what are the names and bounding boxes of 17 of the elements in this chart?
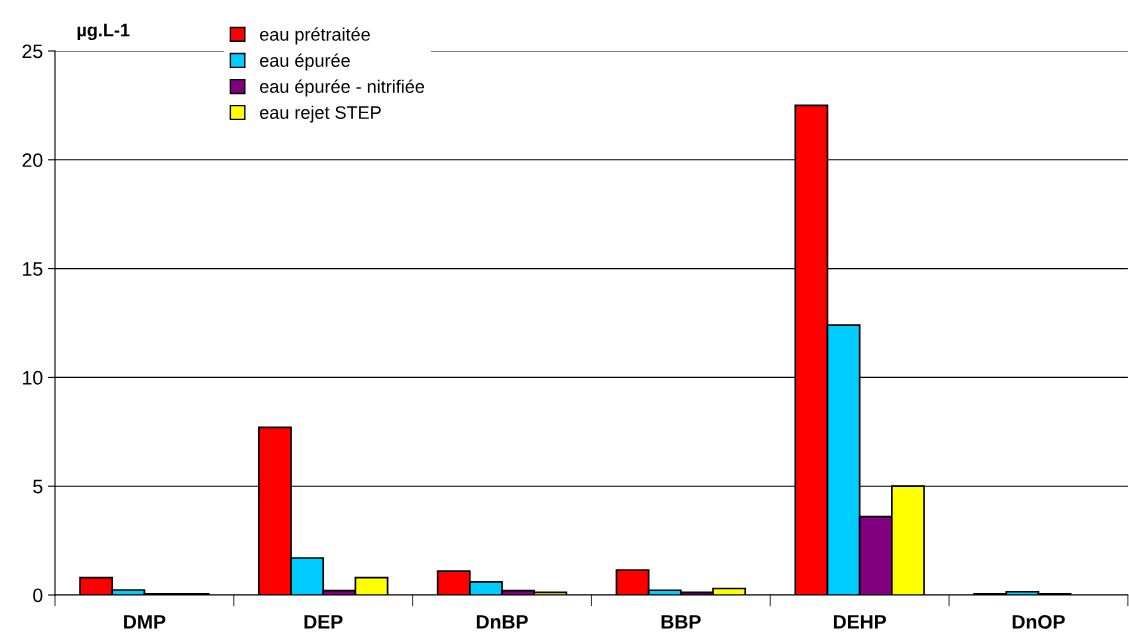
y-tick-label: 0 — [33, 588, 43, 603]
x-tick-label: DnBP — [476, 615, 528, 629]
y-tick-label: 5 — [33, 479, 43, 494]
x-tick-label: DEP — [304, 615, 343, 629]
y-tick-label: 25 — [22, 44, 43, 59]
y-axis-title: µg.L-1 — [77, 23, 130, 41]
legend-label: eau épurée — [260, 53, 350, 71]
legend-label: eau épurée - nitrifiée — [260, 79, 425, 97]
y-tick-label: 10 — [23, 370, 43, 385]
y-tick-label: 15 — [23, 262, 43, 276]
legend-label: eau prétraitée — [260, 27, 370, 45]
x-tick-label: DMP — [124, 615, 166, 629]
x-tick-label: BBP — [661, 615, 701, 629]
x-tick-label: DnOP — [1012, 614, 1065, 629]
legend-label: eau rejet STEP — [260, 105, 381, 123]
y-tick-label: 20 — [22, 153, 43, 168]
x-tick-label: DEHP — [833, 615, 886, 629]
